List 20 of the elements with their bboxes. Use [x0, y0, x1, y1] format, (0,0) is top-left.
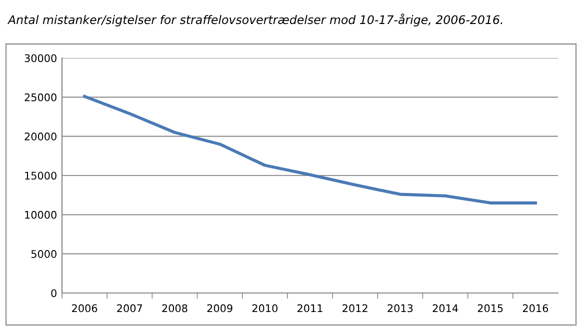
y-tick-label: 20000 [24, 132, 56, 140]
y-tick-label: 15000 [25, 172, 56, 180]
x-tick-label: 2011 [298, 304, 322, 312]
x-tick-label: 2014 [432, 304, 458, 312]
x-tick-label: 2013 [388, 304, 413, 312]
line-series [83, 94, 537, 204]
x-tick-label: 2007 [117, 304, 142, 312]
y-tick-label: 25000 [24, 93, 56, 102]
chart-title: Antal mistanker/sigtelser for straffelovsovertrædelser mod 10-17-årige, 2006-2016. [7, 14, 502, 26]
y-tick-label: 5000 [31, 250, 56, 258]
x-tick-label: 2006 [72, 304, 98, 312]
x-tick-label: 2016 [522, 304, 548, 312]
y-tick-label: 0 [51, 289, 56, 298]
x-tick-label: 2009 [207, 304, 232, 312]
x-tick-label: 2008 [162, 304, 188, 312]
y-tick-label: 30000 [24, 54, 56, 62]
x-tick-label: 2012 [342, 304, 368, 312]
x-tick-label: 2010 [252, 304, 278, 312]
y-tick-label: 10000 [25, 210, 56, 219]
x-tick-label: 2015 [478, 304, 503, 312]
